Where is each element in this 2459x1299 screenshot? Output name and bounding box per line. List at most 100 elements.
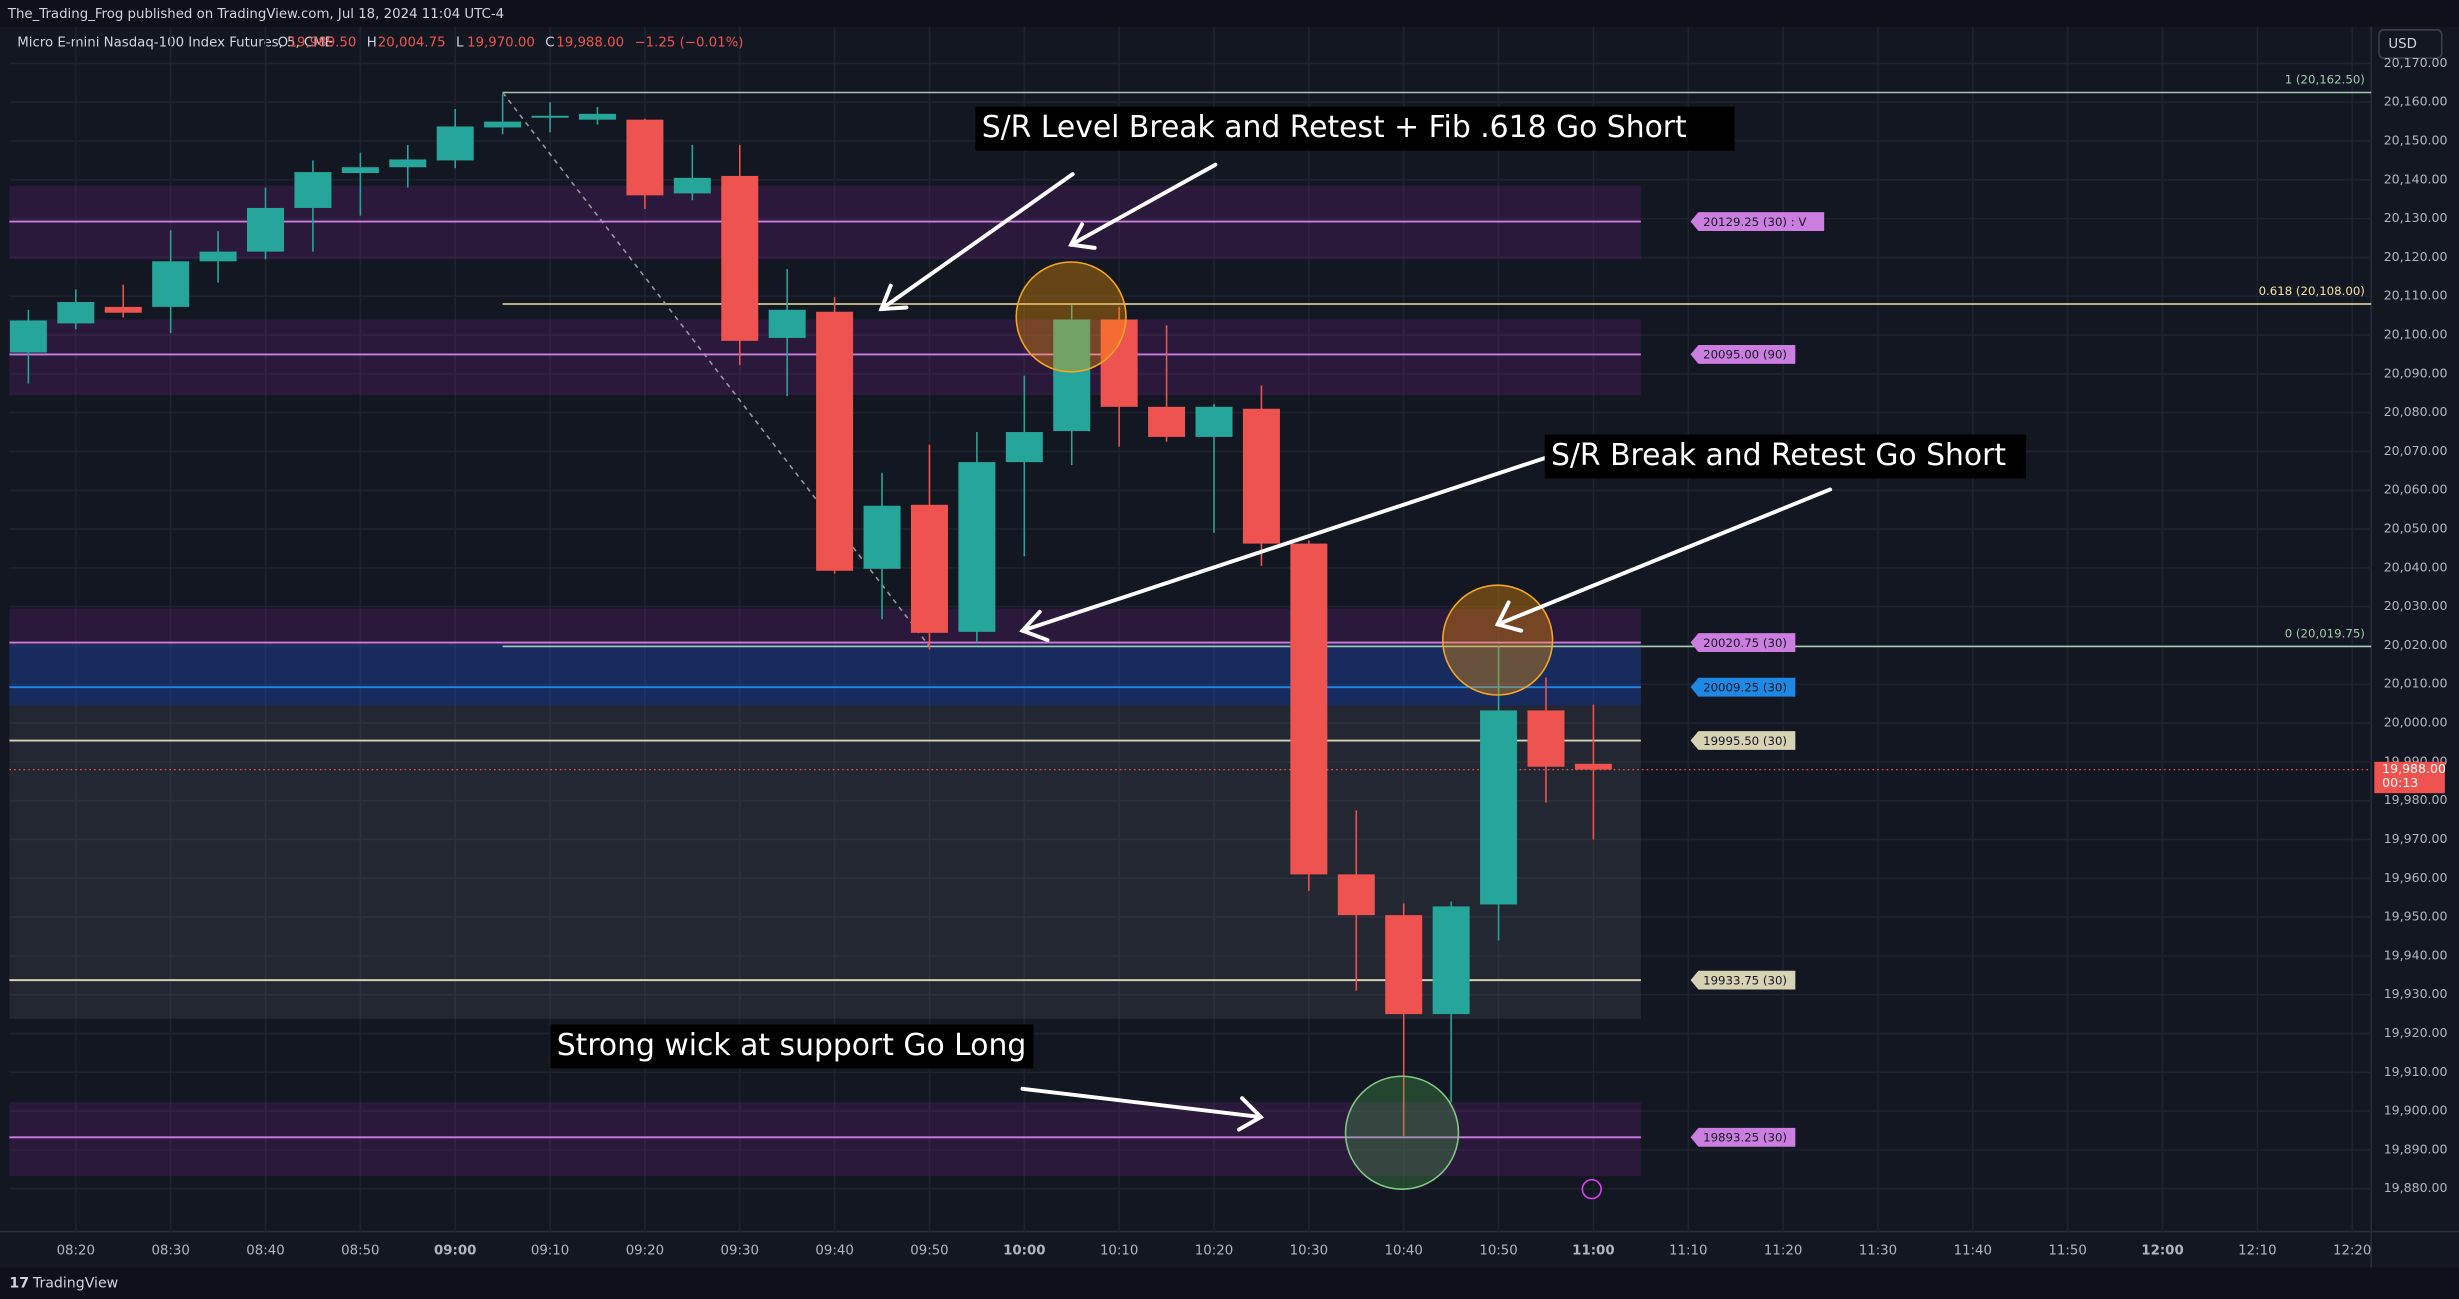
candle-body: [578, 113, 616, 120]
legend-value: 19,989.50: [289, 35, 357, 50]
x-tick-label: 11:20: [1764, 1243, 1802, 1258]
x-tick-label: 10:20: [1195, 1243, 1233, 1258]
arrow-head: [1236, 1096, 1265, 1132]
y-tick-label: 20,000.00: [2384, 715, 2448, 730]
x-tick-label: 10:40: [1384, 1243, 1422, 1258]
footer-logo: 17: [9, 1275, 29, 1291]
y-tick-label: 19,930.00: [2384, 986, 2448, 1001]
candle-body: [436, 126, 474, 161]
candle-body: [57, 302, 95, 324]
legend-key: L: [456, 35, 464, 50]
zone: [9, 644, 1641, 706]
candle-body: [1290, 543, 1328, 875]
replay-icon[interactable]: [1581, 1178, 1602, 1200]
fib-label: 1 (20,162.50): [2285, 72, 2365, 86]
level-tag-label: 20129.25 (30) : V: [1703, 215, 1806, 229]
annotation: S/R Break and Retest Go Short: [1551, 438, 2006, 473]
footer-bar: [0, 1267, 2459, 1299]
legend-key: O: [278, 35, 288, 50]
last-price-label: 19,988.00: [2382, 761, 2446, 776]
candle-body: [1385, 915, 1423, 1015]
y-tick-label: 20,100.00: [2384, 327, 2448, 342]
symbol-title: Micro E-mini Nasdaq-100 Index Futures, 5…: [17, 35, 333, 50]
y-tick-label: 19,980.00: [2384, 792, 2448, 807]
y-tick-label: 19,940.00: [2384, 947, 2448, 962]
y-tick-label: 20,160.00: [2384, 94, 2448, 109]
x-tick-label: 09:20: [626, 1243, 664, 1258]
y-tick-label: 20,170.00: [2384, 55, 2448, 70]
candle-body: [1195, 406, 1233, 437]
x-tick-label: 08:50: [341, 1243, 379, 1258]
x-tick-label: 10:50: [1479, 1243, 1517, 1258]
level-tag-label: 19995.50 (30): [1703, 734, 1787, 748]
publisher: The_Trading_Frog published on TradingVie…: [7, 7, 504, 22]
x-tick-label: 09:50: [910, 1243, 948, 1258]
footer-brand: TradingView: [32, 1275, 118, 1291]
x-tick-label: 10:10: [1100, 1243, 1138, 1258]
candle-body: [247, 207, 285, 252]
x-tick-label: 12:00: [2141, 1243, 2183, 1258]
candle-body: [152, 261, 190, 307]
arrow-head: [1019, 609, 1050, 643]
legend-value: 19,988.00: [556, 35, 624, 50]
y-tick-label: 20,130.00: [2384, 210, 2448, 225]
arrow-head: [878, 283, 909, 312]
candle-body: [863, 505, 901, 569]
level-tag-label: 19893.25 (30): [1703, 1131, 1787, 1145]
annotation: Strong wick at support Go Long: [557, 1028, 1027, 1063]
level-tag-label: 20020.75 (30): [1703, 636, 1787, 650]
y-tick-label: 20,010.00: [2384, 676, 2448, 691]
y-tick-label: 19,960.00: [2384, 870, 2448, 885]
candle-body: [1432, 906, 1470, 1015]
level-tag-label: 19933.75 (30): [1703, 973, 1787, 987]
fib-label: 0.618 (20,108.00): [2259, 284, 2365, 298]
arrow: [879, 172, 1075, 312]
highlight-circle: [1441, 584, 1554, 696]
highlight-circle: [1015, 261, 1127, 373]
annotation-box: [1544, 434, 2027, 479]
candle-body: [1005, 432, 1043, 463]
level-tag-label: 20095.00 (90): [1703, 348, 1787, 362]
y-tick-label: 19,880.00: [2384, 1180, 2448, 1195]
zone: [9, 608, 1641, 645]
candle-body: [389, 159, 427, 168]
arrow: [1020, 456, 1547, 633]
x-tick-label: 09:30: [721, 1243, 759, 1258]
candle-body: [1480, 710, 1518, 905]
y-tick-label: 19,910.00: [2384, 1064, 2448, 1079]
arrow-head: [1068, 222, 1097, 250]
candle-body: [1527, 710, 1565, 767]
currency-box[interactable]: [2378, 29, 2443, 59]
candles: [9, 94, 1612, 1138]
y-tick-label: 20,040.00: [2384, 559, 2448, 574]
candle-body: [9, 320, 47, 353]
candle-body: [1242, 408, 1280, 544]
level-tag: [1690, 677, 1796, 697]
arrow-head: [1494, 600, 1524, 633]
candle-body: [341, 167, 379, 174]
y-tick-label: 20,080.00: [2384, 404, 2448, 419]
candle-body: [910, 504, 948, 633]
level-tag: [1690, 1127, 1796, 1147]
x-tick-label: 09:00: [434, 1243, 476, 1258]
candle-body: [673, 177, 711, 194]
grid: [9, 26, 2372, 1232]
x-tick-label: 10:30: [1290, 1243, 1328, 1258]
candle-body: [484, 121, 522, 128]
candle-body: [958, 462, 996, 632]
currency[interactable]: USD: [2388, 37, 2416, 52]
y-tick-label: 19,970.00: [2384, 831, 2448, 846]
legend-change: −1.25 (−0.01%): [635, 35, 744, 50]
arrow: [1495, 487, 1833, 627]
level-tag: [1690, 345, 1796, 364]
arrows: [878, 162, 1833, 1132]
level-tag-label: 20009.25 (30): [1703, 680, 1787, 694]
legend-value: 20,004.75: [378, 35, 446, 50]
level-tag: [1690, 731, 1796, 750]
x-tick-label: 11:50: [2048, 1243, 2086, 1258]
annotation-box: [975, 106, 1735, 151]
y-tick-label: 20,150.00: [2384, 133, 2448, 148]
